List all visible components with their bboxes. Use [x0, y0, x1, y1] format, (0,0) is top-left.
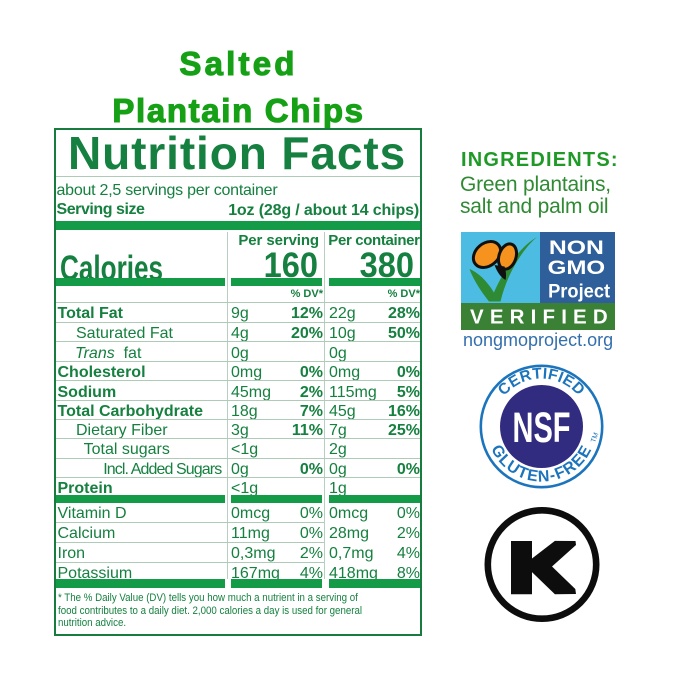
svg-text:NSF: NSF	[513, 404, 571, 452]
svg-text:GMO: GMO	[548, 257, 606, 279]
svg-text:Project: Project	[548, 281, 610, 303]
svg-text:TM: TM	[590, 432, 600, 444]
svg-text:NON: NON	[549, 237, 604, 259]
